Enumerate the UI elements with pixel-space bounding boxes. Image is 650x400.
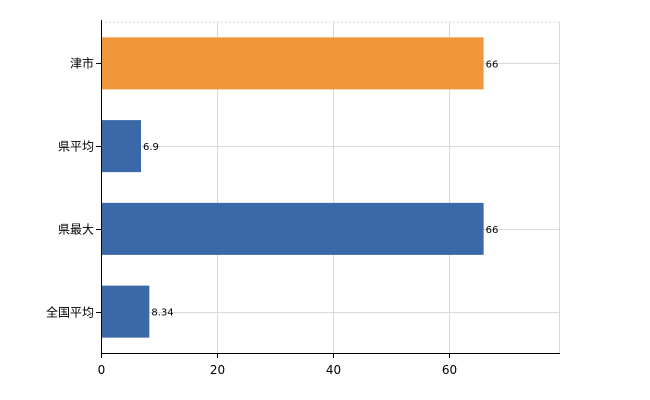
data-label-1: 66 xyxy=(486,59,499,70)
data-label-3: 66 xyxy=(486,225,499,236)
data-label-4: 8.34 xyxy=(151,308,173,319)
axis-layer xyxy=(96,20,560,358)
category-label-4: 全国平均 xyxy=(46,305,94,320)
x-tick-label-40: 40 xyxy=(326,363,341,377)
category-label-2: 県平均 xyxy=(58,140,94,154)
data-label-2: 6.9 xyxy=(143,142,159,153)
bar-1 xyxy=(102,37,484,90)
x-tick-label-20: 20 xyxy=(210,363,225,377)
x-tick-label-60: 60 xyxy=(442,363,457,377)
bar-4 xyxy=(102,285,150,338)
bar-3 xyxy=(102,202,484,255)
category-label-1: 津市 xyxy=(70,56,94,71)
bar-layer xyxy=(102,37,484,338)
bar-2 xyxy=(102,120,142,173)
category-label-3: 県最大 xyxy=(58,223,94,237)
x-tick-label-0: 0 xyxy=(98,363,106,377)
